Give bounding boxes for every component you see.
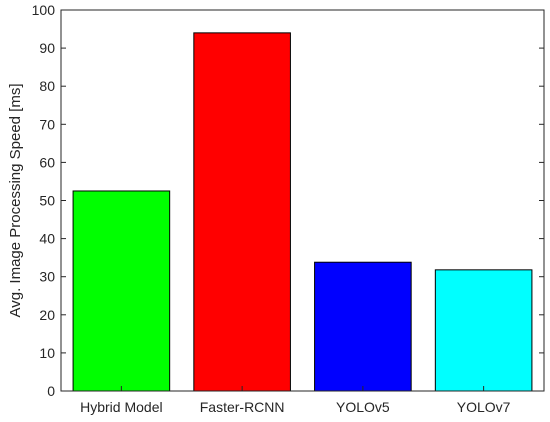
y-tick-label: 90: [39, 40, 55, 56]
x-tick-label: YOLOv5: [336, 399, 390, 415]
y-tick-label: 80: [39, 78, 55, 94]
y-tick-label: 0: [47, 383, 55, 399]
y-tick-label: 40: [39, 231, 55, 247]
bar-faster-rcnn: [193, 32, 291, 392]
bar-yolov5: [314, 261, 412, 392]
y-tick-label: 10: [39, 345, 55, 361]
x-tick-label: YOLOv7: [457, 399, 511, 415]
x-tick-label: Faster-RCNN: [200, 399, 285, 415]
y-tick-label: 60: [39, 154, 55, 170]
bar-hybrid-model: [72, 190, 171, 392]
x-tick-label: Hybrid Model: [80, 399, 162, 415]
y-axis-label: Avg. Image Processing Speed [ms]: [7, 83, 24, 317]
y-tick-label: 50: [39, 193, 55, 209]
y-tick-label: 100: [32, 2, 56, 18]
y-tick-label: 20: [39, 307, 55, 323]
y-tick-label: 30: [39, 269, 55, 285]
bar-yolov7: [434, 269, 533, 392]
bars-group: [72, 32, 533, 392]
y-ticks-group: 0 10 20 30 40 50 60 70 80 90 100: [32, 2, 544, 399]
y-tick-label: 70: [39, 116, 55, 132]
x-ticks-group: Hybrid Model Faster-RCNN YOLOv5 YOLOv7: [80, 386, 511, 415]
